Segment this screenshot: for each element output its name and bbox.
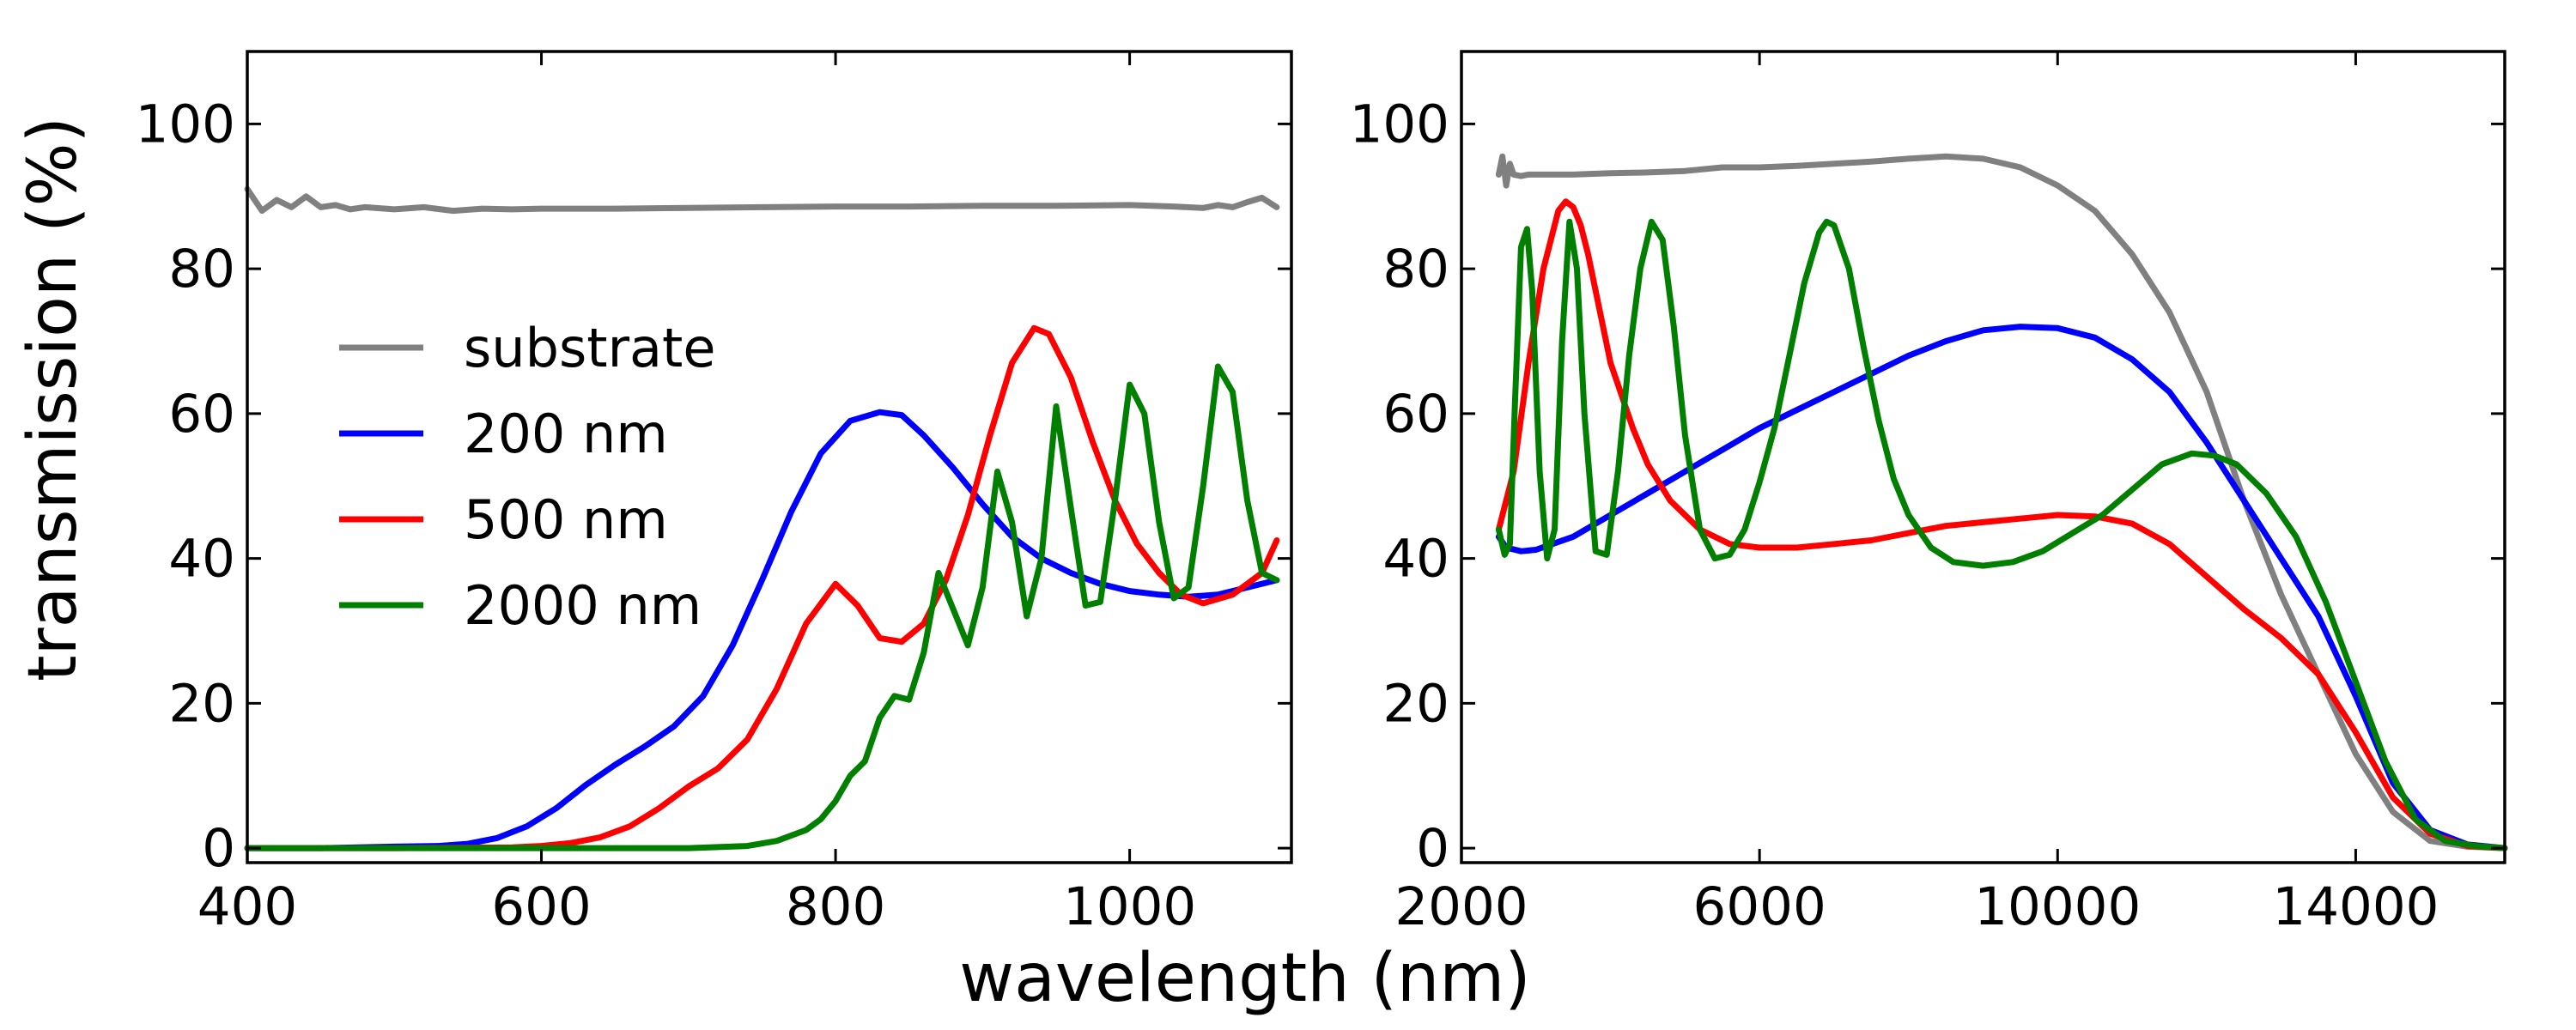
- panel-infrared: 2000 6000 10000 14000 0 20 40 60 80 100: [1350, 50, 2508, 937]
- legend: substrate 200 nm 500 nm 2000 nm: [339, 317, 716, 637]
- y-tick-label-visible: 40: [168, 529, 235, 590]
- x-tick-label-infrared: 6000: [1693, 876, 1826, 937]
- y-axis-label: transmission (%): [15, 117, 92, 682]
- series-line-visible-500-nm: [244, 324, 1280, 851]
- plot-frame-visible: [246, 50, 1293, 864]
- legend-label-substrate: substrate: [464, 317, 716, 379]
- x-axis-label: wavelength (nm): [959, 940, 1530, 1017]
- series-line-infrared-500-nm: [1495, 198, 2508, 851]
- x-tick-label-visible: 1000: [1063, 876, 1196, 937]
- series-line-infrared-2000-nm: [1495, 218, 2508, 851]
- legend-label-200-nm: 200 nm: [464, 403, 668, 465]
- x-tick-label-visible: 600: [491, 876, 591, 937]
- y-tick-label-visible: 20: [168, 673, 235, 734]
- panel-visible: 400 600 800 1000 0 20 40 60 80 100: [136, 50, 1293, 937]
- y-tick-label-infrared: 80: [1382, 239, 1449, 300]
- x-tick-label-visible: 400: [197, 876, 297, 937]
- y-tick-label-visible: 60: [168, 384, 235, 445]
- x-tick-label-infrared: 10000: [1974, 876, 2141, 937]
- y-tick-label-infrared: 40: [1382, 529, 1449, 590]
- y-tick-label-infrared: 20: [1382, 673, 1449, 734]
- x-tick-label-infrared: 14000: [2272, 876, 2439, 937]
- series-line-infrared-substrate: [1495, 153, 2508, 851]
- series-line-visible-substrate: [244, 185, 1280, 215]
- series-line-infrared-200-nm: [1495, 324, 2508, 851]
- series-line-visible-2000-nm: [244, 363, 1280, 851]
- y-tick-label-infrared: 100: [1350, 94, 1449, 154]
- y-tick-label-visible: 0: [202, 818, 235, 879]
- plot-frame-infrared: [1460, 50, 2506, 864]
- legend-label-2000-nm: 2000 nm: [464, 574, 702, 637]
- series-line-visible-200-nm: [244, 409, 1280, 851]
- y-tick-label-infrared: 0: [1416, 818, 1449, 879]
- y-tick-label-infrared: 60: [1382, 384, 1449, 445]
- x-tick-label-visible: 800: [786, 876, 885, 937]
- x-tick-label-infrared: 2000: [1394, 876, 1528, 937]
- y-tick-label-visible: 100: [136, 94, 235, 154]
- y-tick-label-visible: 80: [168, 239, 235, 300]
- legend-label-500-nm: 500 nm: [464, 488, 668, 551]
